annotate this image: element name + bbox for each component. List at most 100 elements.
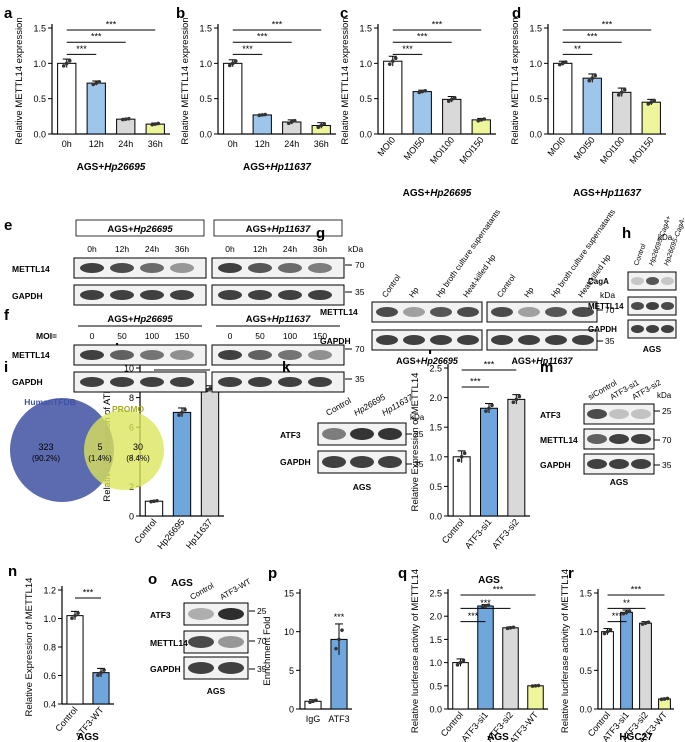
y-tick-label: 1.5 (33, 24, 46, 34)
y-tick-label: 1.0 (199, 59, 212, 69)
protein-band (188, 636, 214, 648)
significance-label: *** (470, 377, 481, 387)
bar (502, 627, 519, 710)
blot-group-label: AGS+Hp11637 (246, 314, 311, 325)
data-point (557, 62, 562, 67)
row-label: GAPDH (12, 291, 43, 301)
venn-right-count: 30 (133, 442, 143, 452)
protein-band (430, 335, 452, 345)
bar (553, 62, 573, 135)
data-point (260, 113, 265, 117)
y-tick-label: 1.5 (529, 24, 542, 34)
x-tick-label: MOI0 (545, 135, 567, 158)
data-point (61, 64, 66, 68)
panel-c: c 0.0 0.5 1.0 1.5 Relative METTL14 expression… (340, 5, 496, 199)
kda-label: kDa (348, 244, 363, 254)
y-tick-label: 2.5 (429, 589, 442, 599)
bar (383, 60, 403, 135)
protein-band (322, 428, 346, 440)
lane-label: 36h (313, 244, 327, 254)
data-point (149, 499, 153, 504)
data-point (420, 89, 425, 94)
protein-band (80, 350, 104, 360)
panel-n: n 0.4 0.6 0.8 1.0 1.2 Relative Expression of M… (8, 563, 114, 742)
data-point (70, 616, 74, 621)
group-strain: Hp11637 (536, 356, 573, 366)
kda-value: 25 (257, 606, 267, 616)
bar (57, 62, 77, 135)
data-point (608, 628, 613, 632)
kda-value: 35 (257, 664, 267, 674)
protein-band (308, 377, 332, 387)
data-point (91, 82, 96, 87)
data-point (479, 118, 484, 122)
y-tick-label: 1.5 (359, 24, 372, 34)
protein-band (170, 350, 194, 360)
protein-band (278, 350, 302, 360)
data-point (76, 611, 80, 615)
data-point (659, 697, 664, 702)
protein-band (248, 377, 272, 387)
kda-label: kDa (410, 413, 425, 422)
protein-band (518, 335, 540, 345)
y-tick-label: 8 (129, 393, 134, 403)
lane-label: Hp (522, 285, 536, 299)
protein-band (545, 335, 567, 345)
data-point (459, 455, 464, 459)
data-point (156, 121, 161, 126)
group-frame (75, 219, 205, 237)
protein-band (403, 335, 425, 345)
y-tick-label: 1.0 (529, 59, 542, 69)
data-point (646, 102, 651, 106)
data-point (230, 61, 235, 66)
significance-label: *** (83, 588, 94, 598)
significance-label: ** (623, 598, 631, 608)
data-point (640, 622, 645, 626)
significance-label: *** (432, 20, 443, 30)
data-point (314, 698, 318, 703)
data-point (387, 62, 392, 66)
y-tick-label: 5 (289, 666, 294, 676)
lane-label: 150 (175, 331, 189, 341)
x-axis-label-prefix: AGS+ (573, 188, 601, 199)
data-point (486, 603, 491, 607)
y-axis-label: Relative METTL14 expression (180, 17, 191, 144)
panel-label-m: m (540, 359, 553, 376)
data-point (449, 97, 454, 102)
group-strain: Hp26695 (134, 314, 174, 325)
data-point (319, 123, 324, 128)
kda-value: 70 (257, 636, 267, 646)
venn-right-set (84, 410, 164, 490)
data-point (316, 125, 321, 130)
lane-label: Control (324, 395, 353, 417)
protein-band (248, 350, 272, 360)
data-point (390, 59, 395, 64)
panel-label-h: h (622, 225, 631, 242)
y-tick-label: 1.0 (359, 59, 372, 69)
data-point (619, 90, 624, 95)
protein-band (170, 290, 194, 300)
significance-label: *** (76, 44, 87, 54)
panel-label-p: p (268, 565, 277, 582)
lane-label: Hp (407, 285, 421, 299)
y-tick-label: 0 (129, 512, 134, 522)
protein-band (376, 335, 398, 345)
data-point (97, 80, 102, 84)
bar (86, 82, 106, 135)
y-tick-label: 0.0 (579, 705, 592, 715)
significance-label: *** (417, 32, 428, 42)
data-point (94, 81, 99, 85)
data-point (393, 56, 398, 61)
y-tick-label: 0.0 (529, 130, 542, 140)
bar (172, 411, 192, 517)
protein-band (308, 350, 332, 360)
blot-strip (371, 329, 483, 351)
protein-band (572, 335, 594, 345)
venn-left-name: HumanTFDB (24, 397, 75, 407)
protein-band (170, 263, 194, 273)
protein-band (218, 377, 242, 387)
significance-label: *** (612, 611, 623, 621)
x-tick-label: 36h (314, 139, 329, 149)
lane-label: 24h (145, 244, 159, 254)
